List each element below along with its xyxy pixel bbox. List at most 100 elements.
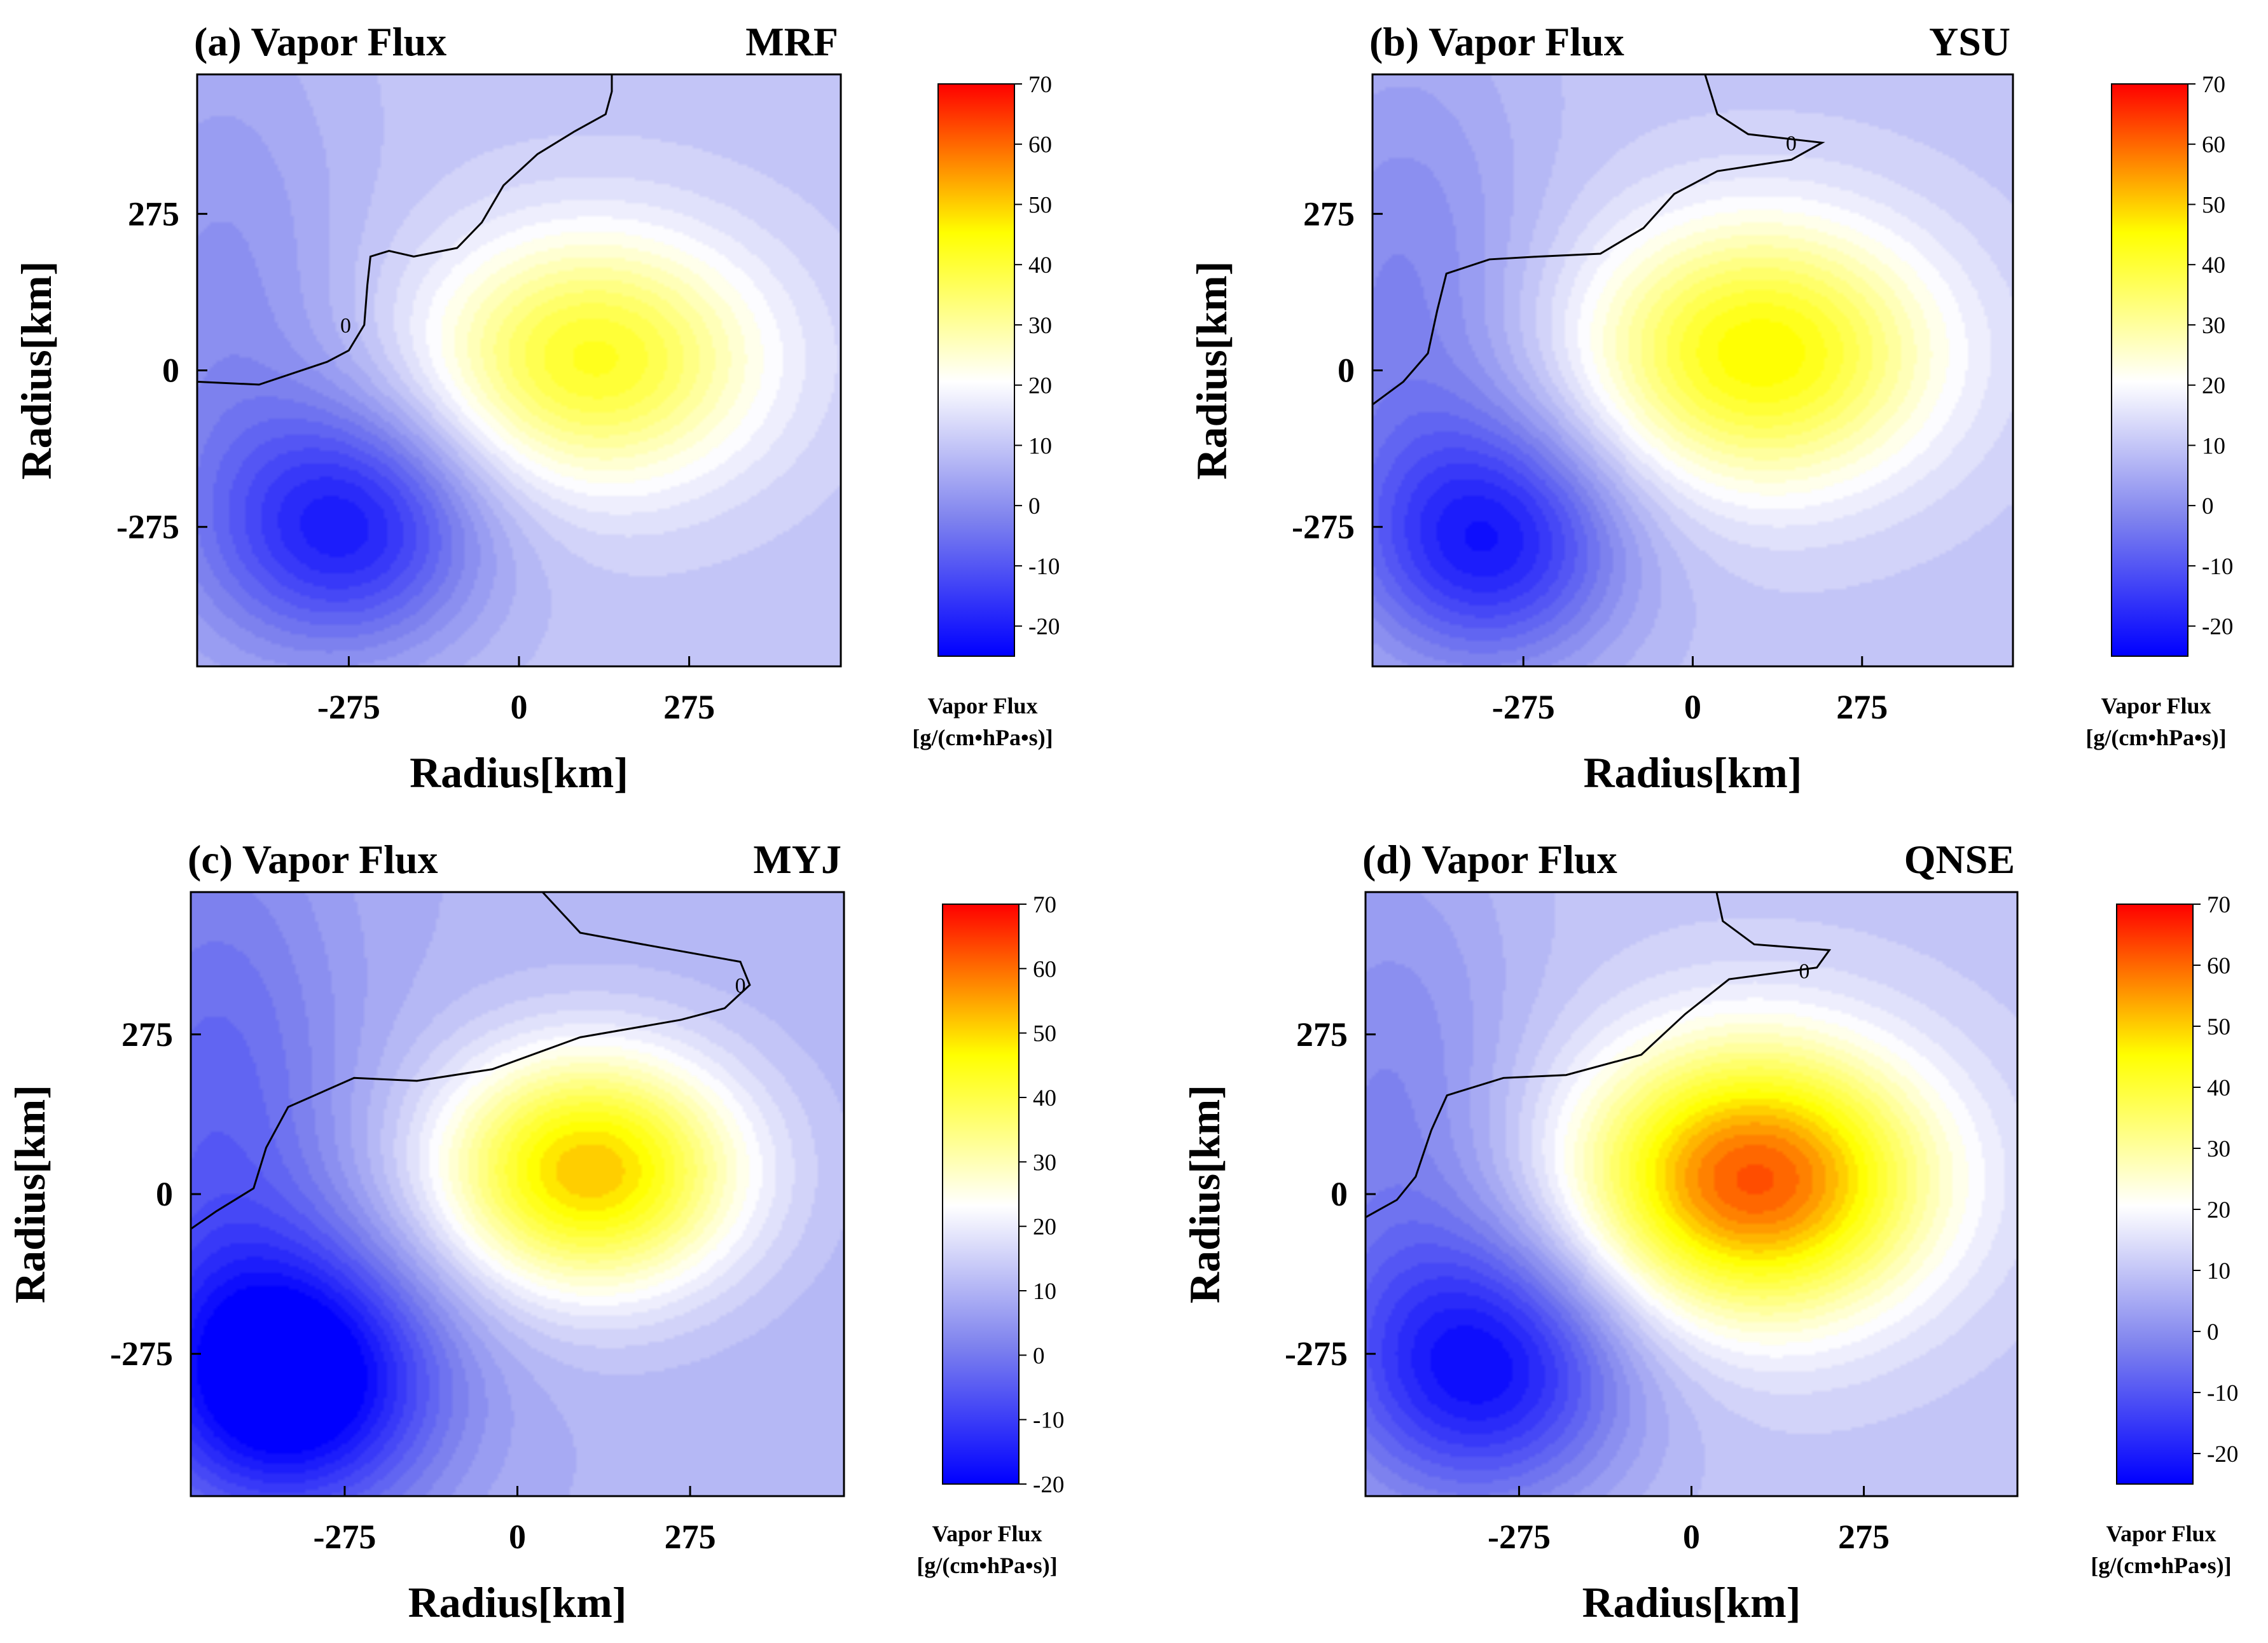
colorbar-tick-label: 0 (1033, 1343, 1045, 1369)
heatmap-field (197, 74, 841, 666)
colorbar-tick-label: 40 (1033, 1085, 1056, 1111)
zero-contour-line (197, 74, 613, 386)
colorbar-tick-label: 30 (1028, 313, 1052, 339)
colorbar-tick-label: 20 (1033, 1214, 1056, 1241)
colorbar-units: [g/(cm•hPa•s)] (2091, 1553, 2231, 1578)
colorbar-tick-label: 70 (2202, 72, 2225, 98)
x-tick-label: 0 (1684, 688, 1701, 726)
x-axis-label: Radius[km] (410, 748, 628, 797)
colorbar-tick-label: 10 (2202, 433, 2225, 459)
x-tick-label: 0 (1683, 1518, 1700, 1556)
y-axis-label: Radius[km] (1187, 261, 1236, 480)
y-tick-label: -275 (1292, 508, 1355, 546)
colorbar-tick-label: 60 (2207, 953, 2230, 979)
colorbar-tick-label: 60 (2202, 132, 2225, 158)
colorbar-tick-label: 40 (2207, 1075, 2230, 1101)
panel-mrf: 0 (a) Vapor Flux MRF -275 0 275 275 0 -275 Radius… (12, 19, 1060, 797)
colorbar (2111, 83, 2188, 657)
panels: 0 (a) Vapor Flux MRF -275 0 275 275 0 -275 Radius… (6, 19, 2238, 1626)
contour-label: 0 (1799, 959, 1809, 983)
x-tick-label: -275 (313, 1518, 376, 1556)
x-tick-label: 275 (1838, 1518, 1890, 1556)
y-tick-label: 0 (1338, 352, 1355, 390)
y-tick-label: 275 (128, 195, 179, 233)
x-axis-label: Radius[km] (1584, 748, 1802, 797)
colorbar-tick-label: 60 (1033, 956, 1056, 982)
colorbar-tick-label: -20 (2202, 614, 2233, 640)
zero-contour-line (1365, 891, 1832, 1218)
x-tick-label: -275 (1492, 688, 1555, 726)
colorbar-tick-label: 20 (2202, 373, 2225, 399)
panel-title: (a) Vapor Flux (194, 19, 446, 64)
contour-label: 0 (1786, 132, 1797, 155)
colorbar-tick-label: 0 (2202, 493, 2214, 519)
x-tick-label: 275 (663, 688, 715, 726)
y-tick-label: 0 (156, 1175, 173, 1213)
x-tick-label: -275 (317, 688, 380, 726)
colorbar-tick-label: 40 (2202, 252, 2225, 278)
y-tick-label: 275 (1303, 195, 1355, 233)
zero-contour-line (190, 891, 751, 1230)
y-axis-label: Radius[km] (1180, 1085, 1229, 1303)
colorbar-label: Vapor Flux (932, 1521, 1042, 1546)
y-tick-label: -275 (1285, 1335, 1348, 1373)
colorbar-tick-label: 70 (2207, 892, 2230, 918)
colorbar-label: Vapor Flux (927, 693, 1037, 718)
colorbar-label: Vapor Flux (2106, 1521, 2216, 1546)
y-tick-label: -275 (116, 508, 179, 546)
scheme-label: MRF (745, 19, 838, 64)
colorbar-tick-label: -10 (2202, 554, 2233, 580)
panel-title: (b) Vapor Flux (1369, 19, 1624, 64)
colorbar-tick-label: 10 (1028, 433, 1052, 459)
colorbar-tick-label: -10 (2207, 1380, 2238, 1406)
panel-title: (c) Vapor Flux (188, 837, 438, 882)
colorbar-label: Vapor Flux (2101, 693, 2211, 718)
colorbar-tick-label: 10 (1033, 1279, 1056, 1305)
x-tick-label: -275 (1488, 1518, 1551, 1556)
colorbar-units: [g/(cm•hPa•s)] (2085, 725, 2226, 750)
scheme-label: YSU (1929, 19, 2010, 64)
y-tick-label: -275 (110, 1335, 173, 1373)
colorbar-units: [g/(cm•hPa•s)] (916, 1553, 1057, 1578)
colorbar-tick-label: -20 (2207, 1441, 2238, 1468)
panel-ysu: 0 (b) Vapor Flux YSU -275 0 275 275 0 -275 Radius… (1187, 19, 2233, 797)
heatmap-field (1366, 892, 2017, 1496)
colorbar-tick-label: 20 (1028, 373, 1052, 399)
colorbar-units: [g/(cm•hPa•s)] (912, 725, 1053, 750)
colorbar-tick-label: 50 (1033, 1021, 1056, 1047)
y-axis-label: Radius[km] (12, 261, 60, 480)
x-axis-label: Radius[km] (1582, 1578, 1801, 1626)
colorbar-tick-label: 50 (2202, 192, 2225, 218)
panel-qnse: 0 (d) Vapor Flux QNSE -275 0 275 275 0 -275 Radiu… (1180, 837, 2238, 1626)
colorbar-tick-label: 10 (2207, 1258, 2230, 1284)
colorbar-tick-label: 0 (2207, 1319, 2219, 1345)
contour-label: 0 (340, 314, 351, 338)
scheme-label: QNSE (1904, 837, 2015, 882)
colorbar-tick-label: 60 (1028, 132, 1052, 158)
colorbar-tick-label: -20 (1033, 1472, 1064, 1498)
colorbar-tick-label: 40 (1028, 252, 1052, 278)
colorbar-tick-label: 30 (1033, 1150, 1056, 1176)
colorbar-tick-label: 70 (1033, 892, 1056, 918)
colorbar-tick-label: -10 (1033, 1408, 1064, 1434)
heatmap-field (1373, 74, 2013, 666)
colorbar-tick-label: 0 (1028, 493, 1041, 519)
scheme-label: MYJ (753, 837, 841, 882)
colorbar-tick-label: 50 (1028, 192, 1052, 218)
panel-title: (d) Vapor Flux (1362, 837, 1617, 882)
contour-label: 0 (735, 974, 746, 998)
y-tick-label: 0 (162, 352, 179, 390)
x-tick-label: 275 (1836, 688, 1888, 726)
colorbar-tick-label: 30 (2207, 1136, 2230, 1162)
y-tick-label: 275 (1296, 1015, 1348, 1054)
colorbar-tick-label: -20 (1028, 614, 1060, 640)
heatmap-field (191, 892, 844, 1496)
colorbar (2116, 904, 2194, 1485)
colorbar-tick-label: -10 (1028, 554, 1060, 580)
x-tick-label: 0 (509, 1518, 526, 1556)
colorbar-tick-label: 20 (2207, 1197, 2230, 1223)
colorbar (942, 904, 1020, 1485)
zero-contour-line (1372, 74, 1825, 406)
colorbar (937, 83, 1015, 657)
